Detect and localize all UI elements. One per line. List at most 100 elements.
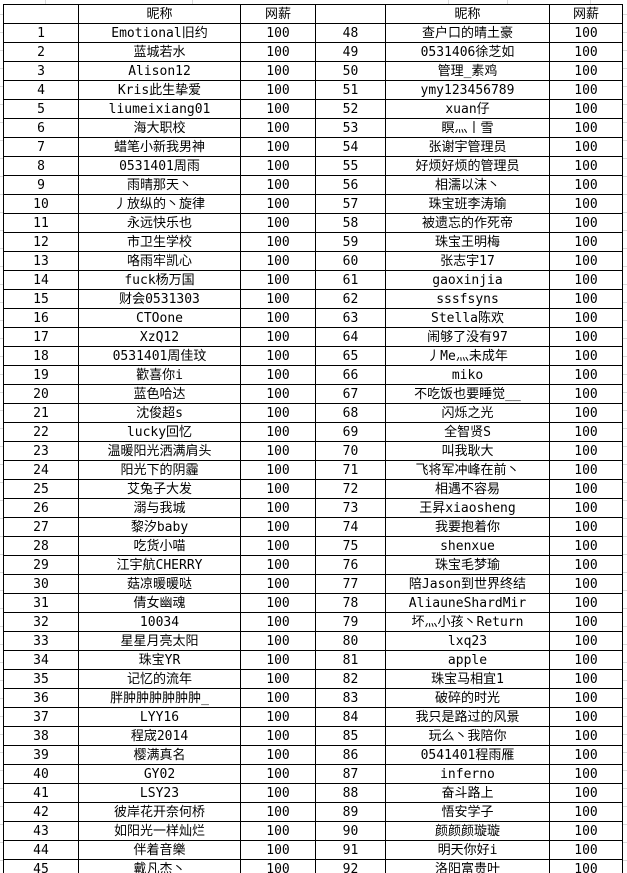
net-pay-cell: 100 [240, 251, 316, 271]
net-pay-cell: 100 [549, 479, 623, 499]
net-pay-cell: 100 [240, 764, 316, 784]
row-number-cell: 88 [315, 783, 386, 803]
header-nickname-right: 昵称 [385, 4, 550, 24]
net-pay-cell: 100 [240, 156, 316, 176]
table-row: 39 樱满真名 100 86 0541401程雨雁 100 [3, 745, 623, 765]
net-pay-cell: 100 [240, 118, 316, 138]
net-pay-cell: 100 [549, 859, 623, 873]
table-row: 32 10034 100 79 坏灬小孩丶Return 100 [3, 612, 623, 632]
row-number-cell: 12 [3, 232, 79, 252]
nickname-cell: 丿放纵的丶旋律 [78, 194, 241, 214]
nickname-cell: miko [385, 365, 550, 385]
nickname-cell: XzQ12 [78, 327, 241, 347]
net-pay-cell: 100 [549, 213, 623, 233]
nickname-cell: Kris此生挚爱 [78, 80, 241, 100]
net-pay-cell: 100 [549, 365, 623, 385]
nickname-cell: 珠宝马相宜1 [385, 669, 550, 689]
row-number-cell: 43 [3, 821, 79, 841]
nickname-cell: 市卫生学校 [78, 232, 241, 252]
nickname-cell: 海大职校 [78, 118, 241, 138]
nickname-cell: 伴着音樂 [78, 840, 241, 860]
row-number-cell: 35 [3, 669, 79, 689]
row-number-cell: 59 [315, 232, 386, 252]
table-row: 4 Kris此生挚爱 100 51 ymy123456789 100 [3, 80, 623, 100]
nickname-cell: 陪Jason到世界终结 [385, 574, 550, 594]
net-pay-cell: 100 [240, 460, 316, 480]
nickname-cell: shenxue [385, 536, 550, 556]
net-pay-cell: 100 [240, 536, 316, 556]
row-number-cell: 38 [3, 726, 79, 746]
table-row: 31 倩女幽魂 100 78 AliauneShardMir 100 [3, 593, 623, 613]
row-number-cell: 5 [3, 99, 79, 119]
table-row: 24 阳光下的阴霾 100 71 飞将军冲峰在前丶 100 [3, 460, 623, 480]
table-row: 21 沈俊超s 100 68 闪烁之光 100 [3, 403, 623, 423]
net-pay-cell: 100 [549, 612, 623, 632]
nickname-cell: 悟安学子 [385, 802, 550, 822]
row-number-cell: 56 [315, 175, 386, 195]
table-row: 27 黎汐baby 100 74 我要抱着你 100 [3, 517, 623, 537]
row-number-cell: 4 [3, 80, 79, 100]
row-number-cell: 72 [315, 479, 386, 499]
row-number-cell: 31 [3, 593, 79, 613]
row-number-cell: 34 [3, 650, 79, 670]
nickname-cell: 0531406徐芝如 [385, 42, 550, 62]
nickname-cell: 彼岸花开奈何桥 [78, 802, 241, 822]
net-pay-cell: 100 [549, 270, 623, 290]
nickname-cell: 飞将军冲峰在前丶 [385, 460, 550, 480]
nickname-cell: 叫我耿大 [385, 441, 550, 461]
row-number-cell: 82 [315, 669, 386, 689]
nickname-cell: 阳光下的阴霾 [78, 460, 241, 480]
net-pay-cell: 100 [240, 403, 316, 423]
nickname-cell: 破碎的时光 [385, 688, 550, 708]
table-row: 13 咯雨牢凯心 100 60 张志宇17 100 [3, 251, 623, 271]
row-number-cell: 91 [315, 840, 386, 860]
net-pay-cell: 100 [240, 42, 316, 62]
row-number-cell: 20 [3, 384, 79, 404]
row-number-cell: 44 [3, 840, 79, 860]
nickname-cell: 胖肿肿肿肿肿肿_ [78, 688, 241, 708]
net-pay-cell: 100 [549, 460, 623, 480]
table-row: 43 如阳光一样灿烂 100 90 颜颜颜璇璇 100 [3, 821, 623, 841]
row-number-cell: 85 [315, 726, 386, 746]
nickname-cell: 黎汐baby [78, 517, 241, 537]
row-number-cell: 2 [3, 42, 79, 62]
net-pay-cell: 100 [240, 175, 316, 195]
nickname-cell: 珠宝YR [78, 650, 241, 670]
nickname-cell: 王昇xiaosheng [385, 498, 550, 518]
net-pay-cell: 100 [549, 61, 623, 81]
net-pay-cell: 100 [240, 137, 316, 157]
nickname-cell: 财会0531303 [78, 289, 241, 309]
table-row: 14 fuck杨万国 100 61 gaoxinjia 100 [3, 270, 623, 290]
table-row: 17 XzQ12 100 64 闹够了没有97 100 [3, 327, 623, 347]
row-number-cell: 76 [315, 555, 386, 575]
nickname-cell: 被遗忘的作死帝 [385, 213, 550, 233]
row-number-cell: 79 [315, 612, 386, 632]
row-number-cell: 19 [3, 365, 79, 385]
net-pay-cell: 100 [549, 688, 623, 708]
net-pay-cell: 100 [549, 707, 623, 727]
row-number-cell: 80 [315, 631, 386, 651]
table-row: 8 0531401周雨 100 55 好烦好烦的管理员 100 [3, 156, 623, 176]
nickname-cell: lucky回忆 [78, 422, 241, 442]
net-pay-cell: 100 [549, 536, 623, 556]
nickname-cell: 倩女幽魂 [78, 593, 241, 613]
table-row: 6 海大职校 100 53 瞑灬丨雪 100 [3, 118, 623, 138]
nickname-cell: 洛阳富贵叶 [385, 859, 550, 873]
net-pay-cell: 100 [549, 517, 623, 537]
nickname-cell: 珠宝毛梦瑜 [385, 555, 550, 575]
net-pay-cell: 100 [240, 859, 316, 873]
table-row: 3 Alison12 100 50 管理_素鸡 100 [3, 61, 623, 81]
row-number-cell: 30 [3, 574, 79, 594]
row-number-cell: 48 [315, 23, 386, 43]
nickname-cell: 珠宝班李涛瑜 [385, 194, 550, 214]
nickname-cell: 张谢宇管理员 [385, 137, 550, 157]
header-row: 昵称 网薪 昵称 网薪 [3, 4, 623, 24]
row-number-cell: 40 [3, 764, 79, 784]
net-pay-cell: 100 [549, 840, 623, 860]
net-pay-cell: 100 [240, 517, 316, 537]
nickname-cell: Emotional旧约 [78, 23, 241, 43]
row-number-cell: 69 [315, 422, 386, 442]
row-number-cell: 25 [3, 479, 79, 499]
table-row: 42 彼岸花开奈何桥 100 89 悟安学子 100 [3, 802, 623, 822]
